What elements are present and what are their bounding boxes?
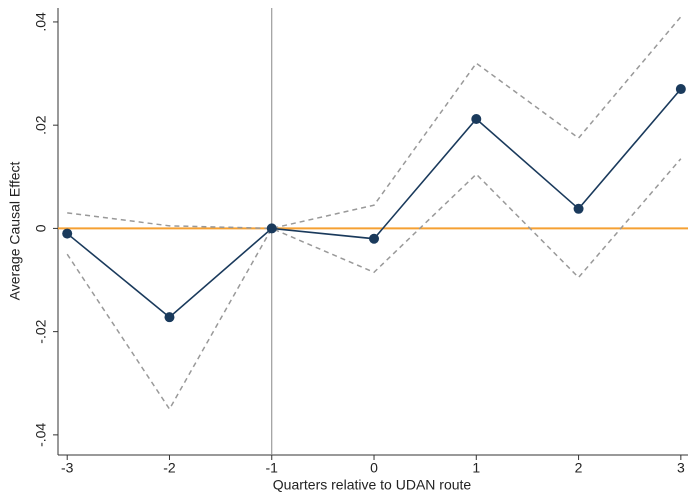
point [471,113,482,124]
y-axis-label: Average Causal Effect [7,161,23,300]
x-tick-label: 3 [677,460,685,476]
ci-line [67,16,682,230]
estimate-line [66,88,682,319]
point [164,312,175,323]
y-tick-label: -.02 [33,319,49,343]
y-tick-label: -.04 [33,423,49,447]
x-tick-label: -1 [266,460,279,476]
point [369,233,380,244]
y-tick-label: .04 [33,12,49,32]
point [573,203,584,214]
x-tick-label: 1 [472,460,480,476]
x-tick-label: 2 [575,460,583,476]
y-tick-label: .02 [33,115,49,135]
ci-line [66,158,682,411]
y-tick-label: 0 [33,224,49,232]
point [266,223,277,234]
x-tick-label: 0 [370,460,378,476]
point [62,228,73,239]
x-axis-label: Quarters relative to UDAN route [273,477,472,493]
x-tick-label: -2 [163,460,176,476]
point [675,84,686,95]
x-tick-label: -3 [61,460,74,476]
